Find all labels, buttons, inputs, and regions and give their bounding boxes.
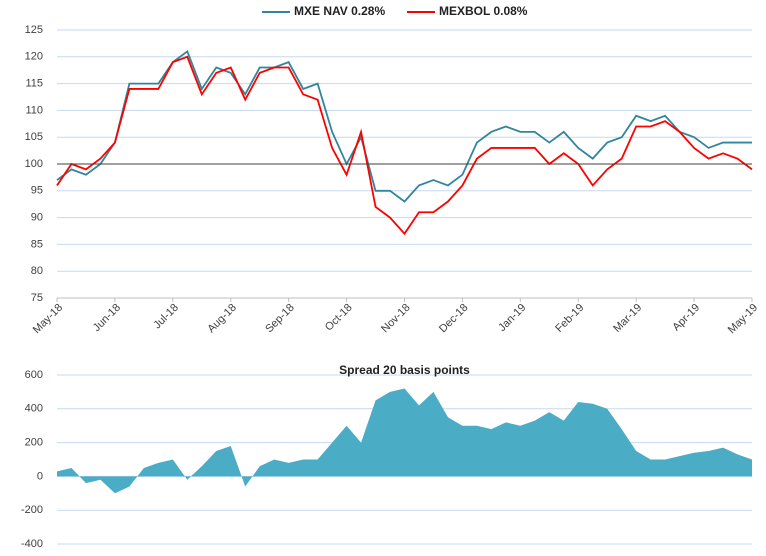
y-tick-label: 120: [25, 51, 43, 63]
x-tick-label: Mar-19: [611, 302, 644, 335]
x-tick-label: Feb-19: [553, 302, 586, 335]
y-tick-label: 95: [31, 185, 43, 197]
x-tick-label: Sep-18: [263, 302, 297, 336]
x-tick-label: Jan-19: [496, 302, 528, 334]
x-tick-label: Nov-18: [379, 302, 413, 336]
y-tick-label: 400: [25, 403, 43, 415]
y-tick-label: 90: [31, 212, 43, 224]
y-tick-label: 125: [25, 24, 43, 36]
y-tick-label: 75: [31, 292, 43, 304]
y-tick-label: 110: [25, 104, 43, 116]
y-tick-label: -200: [21, 504, 43, 516]
x-tick-label: Oct-18: [323, 302, 355, 334]
y-tick-label: 200: [25, 437, 43, 449]
line-series: [56, 55, 753, 236]
legend-label: MEXBOL 0.08%: [439, 4, 528, 18]
y-tick-label: 100: [25, 158, 43, 170]
x-tick-label: Jun-18: [91, 302, 123, 334]
x-tick-label: May-18: [31, 302, 65, 336]
legend-label: MXE NAV 0.28%: [294, 4, 385, 18]
y-tick-label: 85: [31, 238, 43, 250]
x-tick-label: Apr-19: [670, 302, 702, 334]
y-tick-label: 0: [37, 470, 43, 482]
y-tick-label: -400: [21, 538, 43, 550]
y-tick-label: 105: [25, 131, 43, 143]
x-tick-label: Aug-18: [205, 302, 239, 336]
x-tick-label: Jul-18: [151, 302, 181, 332]
chart-title: Spread 20 basis points: [339, 363, 470, 377]
y-tick-label: 115: [25, 78, 43, 90]
y-tick-label: 80: [31, 265, 43, 277]
y-tick-label: 600: [25, 369, 43, 381]
x-tick-label: Dec-18: [437, 302, 471, 336]
x-tick-label: May-19: [726, 302, 760, 336]
area-series: [57, 388, 752, 494]
